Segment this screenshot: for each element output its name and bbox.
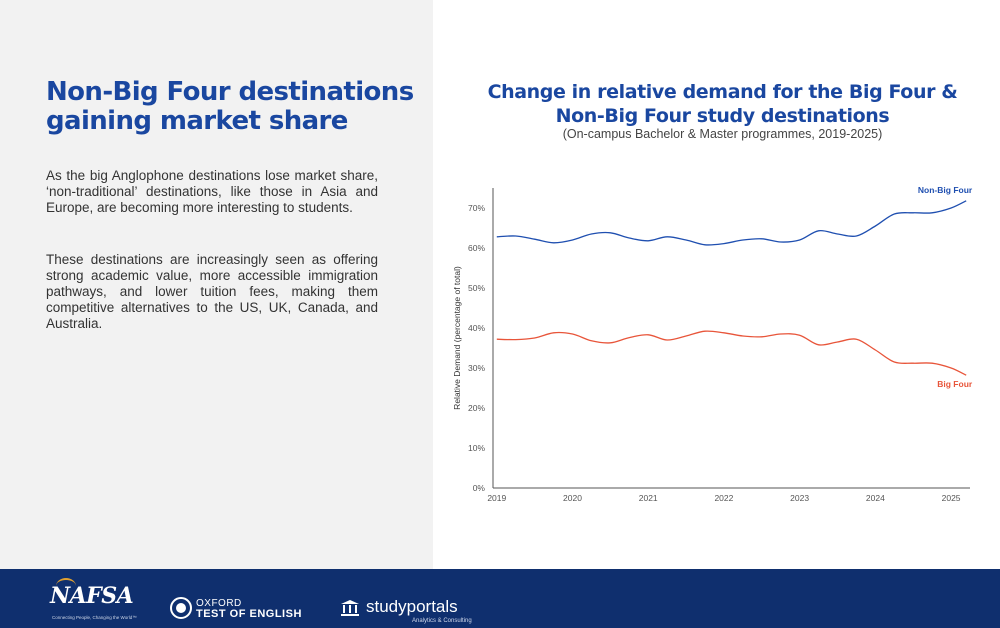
y-tick-label: 60% — [468, 243, 485, 253]
x-tick-label: 2023 — [790, 493, 809, 503]
studyportals-subtitle: Analytics & Consulting — [412, 618, 472, 624]
headline-line1: Non-Big Four destinations — [46, 77, 414, 107]
x-tick-label: 2024 — [866, 493, 885, 503]
series-label: Non-Big Four — [918, 185, 973, 195]
x-tick-label: 2019 — [487, 493, 506, 503]
x-tick-label: 2025 — [942, 493, 961, 503]
paragraph-1: As the big Anglophone destinations lose … — [46, 168, 378, 215]
y-axis-label: Relative Demand (percentage of total) — [452, 266, 462, 410]
ote-line1: OXFORD — [196, 598, 242, 609]
building-icon — [341, 600, 359, 616]
y-tick-label: 30% — [468, 363, 485, 373]
footer-bar: NAFSA Connecting People, Changing the Wo… — [0, 569, 1000, 628]
nafsa-logo: NAFSA — [50, 583, 134, 609]
y-tick-label: 20% — [468, 403, 485, 413]
chart-title-line2: Non-Big Four study destinations — [555, 105, 890, 127]
y-tick-label: 40% — [468, 323, 485, 333]
y-tick-label: 70% — [468, 203, 485, 213]
series-line-non-big-four — [496, 200, 967, 246]
series-line-big-four — [496, 330, 967, 376]
chart-title-line1: Change in relative demand for the Big Fo… — [487, 81, 958, 103]
y-tick-label: 0% — [473, 483, 486, 493]
x-tick-label: 2020 — [563, 493, 582, 503]
oxford-seal-icon — [170, 597, 192, 619]
x-tick-label: 2021 — [639, 493, 658, 503]
y-tick-label: 50% — [468, 283, 485, 293]
paragraph-2: These destinations are increasingly seen… — [46, 252, 378, 331]
line-chart: 0% 10% 20% 30% 40% 50% 60% 70% 2019 2020 2021 2022 2… — [452, 185, 973, 503]
left-panel — [0, 0, 433, 569]
headline: Non-Big Four destinations gaining market… — [46, 78, 426, 136]
nafsa-globe-icon — [56, 578, 76, 594]
series-label: Big Four — [937, 379, 973, 389]
studyportals-logo: studyportals — [366, 597, 458, 616]
y-tick-label: 10% — [468, 443, 485, 453]
chart-title: Change in relative demand for the Big Fo… — [470, 80, 975, 128]
nafsa-tagline: Connecting People, Changing the World™ — [52, 615, 137, 620]
ote-line2: TEST OF ENGLISH — [196, 608, 302, 620]
x-tick-label: 2022 — [714, 493, 733, 503]
headline-line2: gaining market share — [46, 106, 348, 136]
chart-subtitle: (On-campus Bachelor & Master programmes,… — [562, 127, 883, 141]
oxford-test-of-english-logo: OXFORD TEST OF ENGLISH — [196, 598, 302, 620]
